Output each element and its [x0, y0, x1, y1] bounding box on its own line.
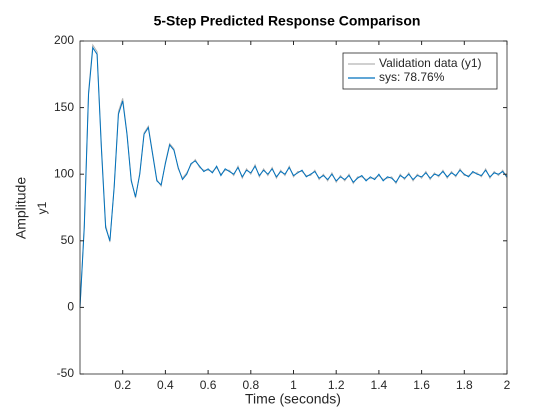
y-tick-label: -50 [57, 366, 75, 380]
data-line [79, 46, 508, 308]
x-axis-label: Time (seconds) [245, 391, 341, 407]
x-tick-label: 1 [290, 378, 297, 392]
chart-title: 5-Step Predicted Response Comparison [154, 13, 421, 29]
y-tick-label: 50 [61, 233, 75, 247]
legend-label: Validation data (y1) [379, 56, 482, 70]
x-tick-label: 0.4 [157, 378, 174, 392]
x-tick-label: 0.6 [200, 378, 217, 392]
legend-box [342, 52, 498, 90]
y-axis-label: Amplitude [13, 177, 29, 239]
legend-label: sys: 78.76% [379, 70, 445, 84]
x-tick-label: 1.6 [413, 378, 430, 392]
x-tick-label: 2 [504, 378, 511, 392]
x-tick-label: 0.8 [242, 378, 259, 392]
y-tick-label: 0 [67, 300, 74, 314]
plot-area [80, 41, 507, 374]
x-tick-label: 1.4 [371, 378, 388, 392]
y-tick-label: 200 [54, 33, 74, 47]
x-tick-label: 1.8 [456, 378, 473, 392]
y-tick-label: 100 [54, 166, 74, 180]
y-tick-label: 150 [54, 100, 74, 114]
output-label: y1 [35, 201, 49, 214]
x-tick-label: 0.2 [114, 378, 131, 392]
x-tick-label: 1.2 [328, 378, 345, 392]
